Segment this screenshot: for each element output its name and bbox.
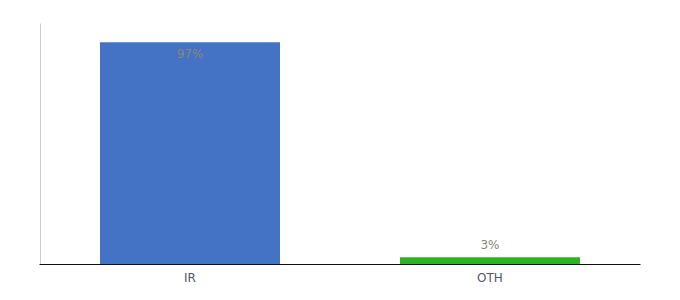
svg-text:3%: 3%	[480, 238, 499, 252]
svg-text:OTH: OTH	[477, 271, 503, 285]
svg-text:IR: IR	[184, 271, 196, 285]
svg-text:97%: 97%	[177, 47, 204, 61]
